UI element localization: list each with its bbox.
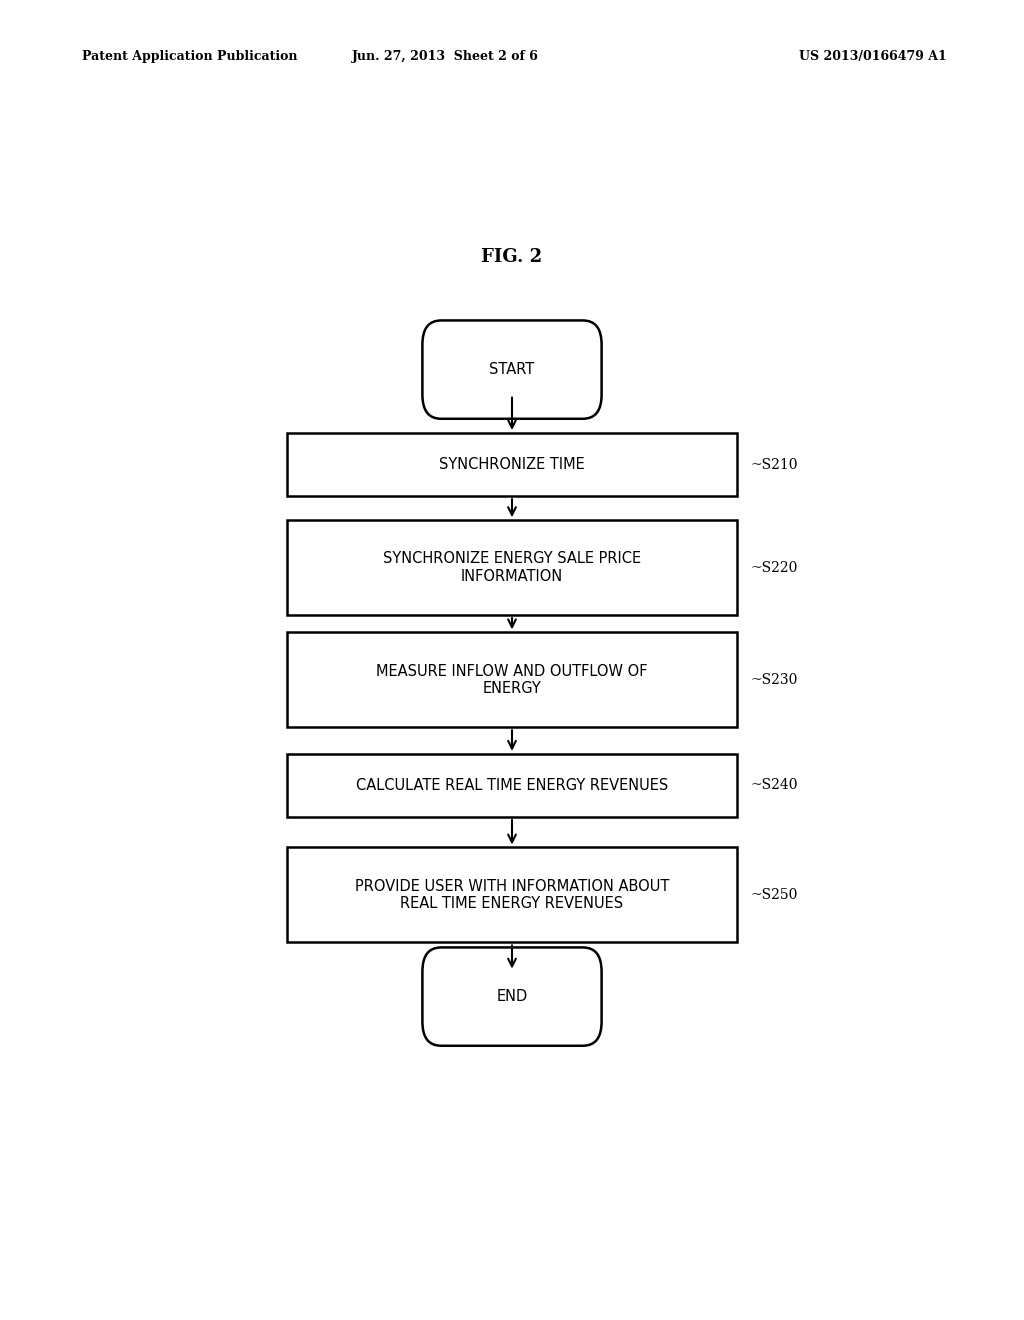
FancyBboxPatch shape (422, 321, 601, 418)
Text: US 2013/0166479 A1: US 2013/0166479 A1 (799, 50, 946, 63)
FancyBboxPatch shape (287, 632, 737, 727)
Text: Jun. 27, 2013  Sheet 2 of 6: Jun. 27, 2013 Sheet 2 of 6 (352, 50, 539, 63)
Text: SYNCHRONIZE TIME: SYNCHRONIZE TIME (439, 457, 585, 473)
FancyBboxPatch shape (287, 520, 737, 615)
Text: END: END (497, 989, 527, 1005)
Text: ~S250: ~S250 (751, 888, 798, 902)
Text: ~S220: ~S220 (751, 561, 798, 574)
FancyBboxPatch shape (422, 948, 601, 1045)
FancyBboxPatch shape (287, 754, 737, 817)
Text: ~S210: ~S210 (751, 458, 798, 471)
Text: SYNCHRONIZE ENERGY SALE PRICE
INFORMATION: SYNCHRONIZE ENERGY SALE PRICE INFORMATIO… (383, 552, 641, 583)
Text: Patent Application Publication: Patent Application Publication (82, 50, 297, 63)
Text: MEASURE INFLOW AND OUTFLOW OF
ENERGY: MEASURE INFLOW AND OUTFLOW OF ENERGY (376, 664, 648, 696)
Text: FIG. 2: FIG. 2 (481, 248, 543, 267)
Text: ~S230: ~S230 (751, 673, 798, 686)
FancyBboxPatch shape (287, 433, 737, 496)
Text: CALCULATE REAL TIME ENERGY REVENUES: CALCULATE REAL TIME ENERGY REVENUES (356, 777, 668, 793)
Text: PROVIDE USER WITH INFORMATION ABOUT
REAL TIME ENERGY REVENUES: PROVIDE USER WITH INFORMATION ABOUT REAL… (354, 879, 670, 911)
FancyBboxPatch shape (287, 847, 737, 942)
Text: ~S240: ~S240 (751, 779, 798, 792)
Text: START: START (489, 362, 535, 378)
